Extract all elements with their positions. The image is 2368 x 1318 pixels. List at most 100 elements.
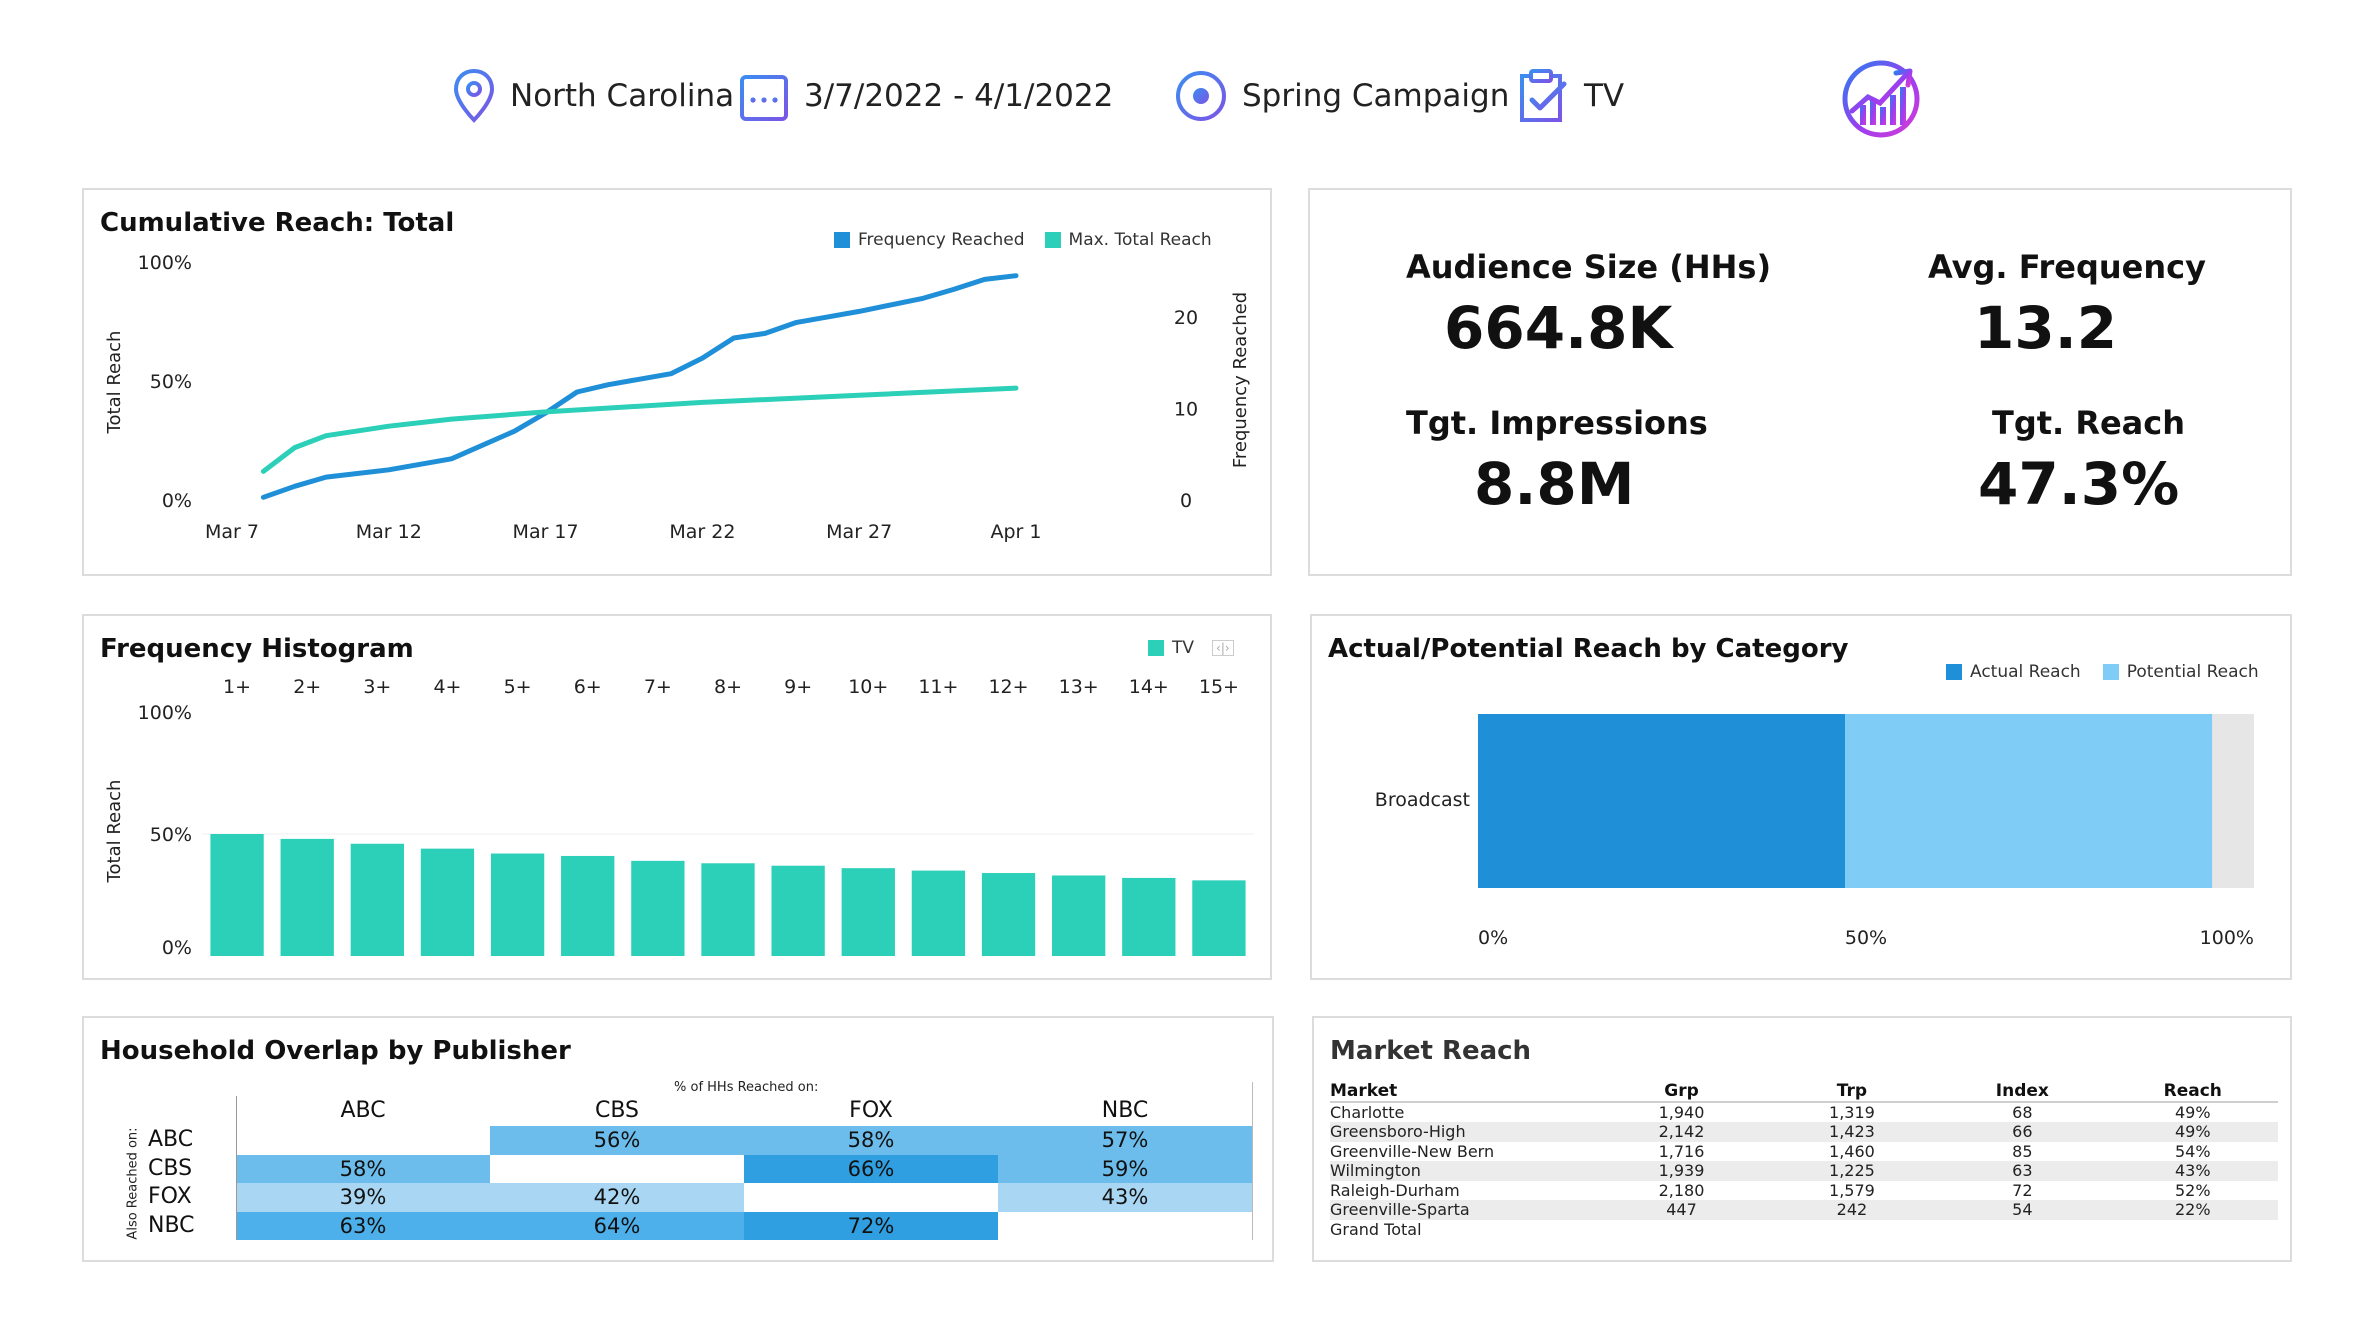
y-right-axis-title: Frequency Reached [1230, 292, 1251, 468]
x-tick-label: 6+ [574, 676, 602, 698]
overlap-cell: 64% [490, 1211, 744, 1240]
overlap-cell: 58% [744, 1126, 998, 1155]
market-column-header[interactable]: Trp [1766, 1080, 1938, 1103]
campaign-filter[interactable]: Spring Campaign [1174, 66, 1509, 126]
overlap-divider [236, 1096, 237, 1240]
x-tick-label: Mar 12 [356, 521, 422, 543]
household-overlap-title: Household Overlap by Publisher [100, 1036, 571, 1066]
legend-max-total-reach: Max. Total Reach [1068, 230, 1212, 250]
x-tick-label: 11+ [918, 676, 958, 698]
overlap-cell: 42% [490, 1183, 744, 1212]
channel-filter[interactable]: TV [1516, 66, 1624, 126]
table-cell [1937, 1220, 2107, 1240]
x-tick-label: Mar 22 [669, 521, 735, 543]
frequency-histogram-title: Frequency Histogram [100, 634, 414, 664]
table-cell: Greensboro-High [1330, 1122, 1597, 1142]
legend-swatch-max-reach [1044, 232, 1061, 248]
category-reach-title: Actual/Potential Reach by Category [1328, 634, 1849, 664]
table-cell: 2,180 [1658, 1180, 1705, 1200]
table-cell: 72 [2012, 1180, 2033, 1200]
table-cell: 43% [2107, 1161, 2278, 1181]
max-total-reach-line [260, 385, 1019, 474]
table-cell: 22% [2107, 1200, 2278, 1220]
table-row: Raleigh-Durham 2,180 1,579 72 52% [1330, 1181, 2278, 1201]
histogram-legend: TV ‹|› [1148, 638, 1234, 658]
histogram-bar [210, 834, 264, 956]
calendar-icon [738, 69, 790, 123]
legend-potential-reach: Potential Reach [2126, 662, 2259, 682]
overlap-row-header: NBC [148, 1212, 195, 1238]
overlap-cell: 58% [236, 1154, 490, 1183]
histogram-bar [280, 838, 334, 956]
y-left-tick-label: 50% [150, 371, 192, 393]
channel-label: TV [1584, 78, 1625, 114]
table-row: Greenville-New Bern 1,716 1,460 85 54% [1330, 1142, 2278, 1162]
legend-pager-icon[interactable]: ‹|› [1212, 640, 1234, 656]
table-cell: 2,142 [1596, 1122, 1767, 1142]
overlap-cell [490, 1155, 744, 1184]
table-cell [1767, 1220, 1937, 1240]
table-cell: 54% [2175, 1141, 2211, 1161]
market-reach-table: Market Grp Trp Index Reach Charlotte 1,940 1,3… [1330, 1080, 2278, 1239]
category-label: Broadcast [1375, 789, 1470, 811]
overlap-column-header: FOX [849, 1098, 893, 1123]
x-tick-label: 0% [1478, 927, 1508, 949]
cumulative-reach-chart: 100% 50% 0% 20 10 0 Mar 7 Mar 12 Mar 17 Mar 22 Mar… [104, 252, 1251, 543]
histogram-bar [350, 843, 404, 956]
kpi-panel: Audience Size (HHs) 664.8K Avg. Frequenc… [1308, 188, 2292, 576]
table-cell: 63 [1937, 1161, 2108, 1181]
x-tick-label: 9+ [784, 676, 812, 698]
overlap-cell: 59% [998, 1154, 1252, 1183]
overlap-subtitle: % of HHs Reached on: [674, 1080, 819, 1095]
x-tick-label: 7+ [644, 676, 672, 698]
table-cell: 242 [1766, 1200, 1938, 1220]
overlap-matrix: ABC CBS FOX NBC ABC 56% 58% 57% CBS 58% 66% 59% FOX 3… [84, 1018, 1272, 1260]
histogram-bar [631, 860, 685, 956]
table-cell: 85 [2012, 1141, 2033, 1161]
table-cell: 52% [2175, 1180, 2211, 1200]
analytics-logo-icon[interactable] [1840, 57, 1922, 139]
kpi-tgt-impressions-label: Tgt. Impressions [1406, 404, 1708, 442]
table-row: Greenville-Sparta 447 242 54 22% [1330, 1200, 2278, 1220]
y-right-tick-label: 10 [1174, 398, 1198, 420]
market-column-header[interactable]: Reach [2107, 1080, 2278, 1103]
y-tick-label: 100% [138, 702, 192, 724]
x-tick-label: 14+ [1129, 676, 1169, 698]
table-cell: 49% [2175, 1103, 2211, 1122]
x-tick-label: 13+ [1059, 676, 1099, 698]
histogram-bar [701, 863, 755, 956]
legend-tv: TV [1172, 638, 1195, 658]
y-tick-label: 0% [162, 937, 192, 959]
table-cell: Grand Total [1330, 1219, 1422, 1239]
x-tick-label: Mar 17 [513, 521, 579, 543]
kpi-audience-size-label: Audience Size (HHs) [1406, 248, 1772, 286]
market-column-header[interactable]: Index [1937, 1080, 2108, 1103]
kpi-avg-frequency-value: 13.2 [1974, 294, 2118, 362]
x-tick-label: 50% [1845, 927, 1887, 949]
x-tick-label: Mar 27 [826, 521, 892, 543]
frequency-histogram-chart: 100% 50% 0% Total Reach 1+ 2+ 3+ 4+ 5+ 6+ 7+ 8+ 9+ 10… [104, 676, 1254, 959]
table-cell: 68 [2012, 1103, 2033, 1122]
histogram-bar [1052, 875, 1106, 956]
legend-frequency-reached: Frequency Reached [858, 230, 1025, 250]
overlap-cell: 66% [744, 1154, 998, 1183]
market-column-header[interactable]: Grp [1596, 1080, 1767, 1103]
overlap-cell: 39% [236, 1183, 490, 1212]
location-filter[interactable]: North Carolina [452, 66, 734, 126]
overlap-divider [1252, 1082, 1253, 1240]
market-column-header[interactable]: Market [1330, 1080, 1597, 1103]
location-pin-icon [452, 68, 496, 124]
kpi-avg-frequency-label: Avg. Frequency [1928, 248, 2206, 286]
frequency-histogram-panel: Frequency Histogram TV ‹|› 100% 50% 0% Tota… [82, 614, 1272, 980]
histogram-bar [490, 853, 545, 956]
overlap-cell: 63% [236, 1211, 490, 1240]
table-row: Charlotte 1,940 1,319 68 49% [1330, 1102, 2278, 1122]
table-cell: 1,225 [1766, 1161, 1938, 1181]
x-tick-label: 5+ [504, 676, 532, 698]
date-range-filter[interactable]: 3/7/2022 - 4/1/2022 [738, 66, 1113, 126]
overlap-row-header: ABC [148, 1127, 194, 1152]
table-row: Grand Total [1330, 1220, 2278, 1240]
y-right-tick-label: 0 [1180, 490, 1192, 512]
kpi-tgt-reach-label: Tgt. Reach [1992, 404, 2186, 442]
kpi-audience-size-value: 664.8K [1444, 294, 1673, 362]
